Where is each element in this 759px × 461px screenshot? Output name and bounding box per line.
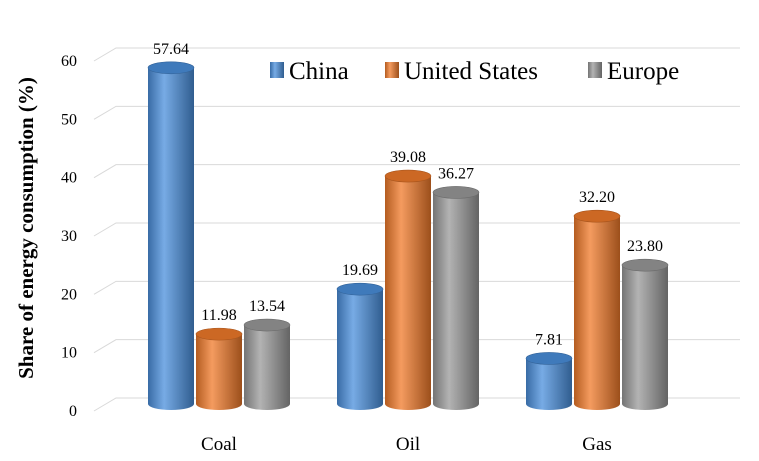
bar-united-states-oil [384,169,432,410]
y-tick-label: 40 [61,170,77,187]
gridline [93,47,740,62]
y-tick-label: 0 [69,403,77,420]
bar-europe-oil [432,186,480,410]
grid-layer [93,47,740,412]
x-category-label: Oil [396,434,420,455]
legend-swatch [385,62,399,78]
y-axis: 0 10 20 30 40 50 60 [61,53,77,420]
data-label: 32.20 [579,189,615,206]
bars [147,61,669,411]
y-tick-label: 60 [61,53,77,70]
bar-china-coal [147,61,195,411]
y-tick-label: 10 [61,345,77,362]
data-label: 11.98 [201,307,236,324]
bar-united-states-gas [573,209,621,410]
data-label: 57.64 [153,41,189,58]
gridline [93,222,740,237]
legend-label: Europe [607,58,679,85]
y-tick-label: 50 [61,111,77,128]
gridline [93,280,740,295]
bar-china-gas [525,352,573,410]
data-label: 36.27 [438,165,474,182]
bar-united-states-coal [195,327,243,410]
data-label: 23.80 [627,238,663,255]
bar-europe-coal [243,318,291,410]
x-axis: Coal Oil Gas [201,434,612,455]
gridline [93,339,740,354]
legend-label: United States [404,58,538,85]
legend-item-united-states: United States [385,58,538,85]
data-label: 19.69 [342,262,378,279]
y-tick-label: 30 [61,228,77,245]
legend-swatch [588,62,602,78]
legend-item-china: China [270,58,349,85]
bar-europe-gas [621,258,669,410]
data-label: 39.08 [390,149,426,166]
bar-china-oil [336,282,384,410]
x-category-label: Gas [582,434,612,455]
gridline [93,105,740,120]
legend: China United States Europe [270,58,679,85]
legend-label: China [289,58,349,85]
x-category-label: Coal [201,434,237,455]
legend-swatch [270,62,284,78]
data-label: 7.81 [535,331,563,348]
data-labels: 57.64 19.69 7.81 11.98 39.08 32.20 13.54 36.27 2… [153,41,663,349]
gridline [93,164,740,179]
y-axis-title: Share of energy consumption (%) [14,77,38,379]
y-tick-label: 20 [61,286,77,303]
data-label: 13.54 [249,298,285,315]
legend-item-europe: Europe [588,58,679,85]
